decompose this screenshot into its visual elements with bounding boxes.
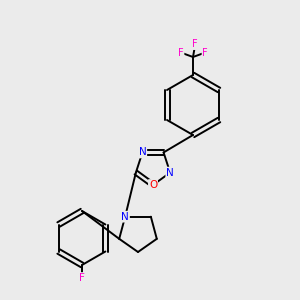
Text: O: O bbox=[149, 180, 157, 190]
Text: F: F bbox=[79, 273, 85, 283]
Text: N: N bbox=[121, 212, 129, 222]
Text: N: N bbox=[166, 168, 174, 178]
Text: F: F bbox=[192, 39, 198, 49]
Text: N: N bbox=[139, 147, 146, 158]
Text: F: F bbox=[178, 48, 184, 58]
Text: F: F bbox=[202, 48, 208, 58]
